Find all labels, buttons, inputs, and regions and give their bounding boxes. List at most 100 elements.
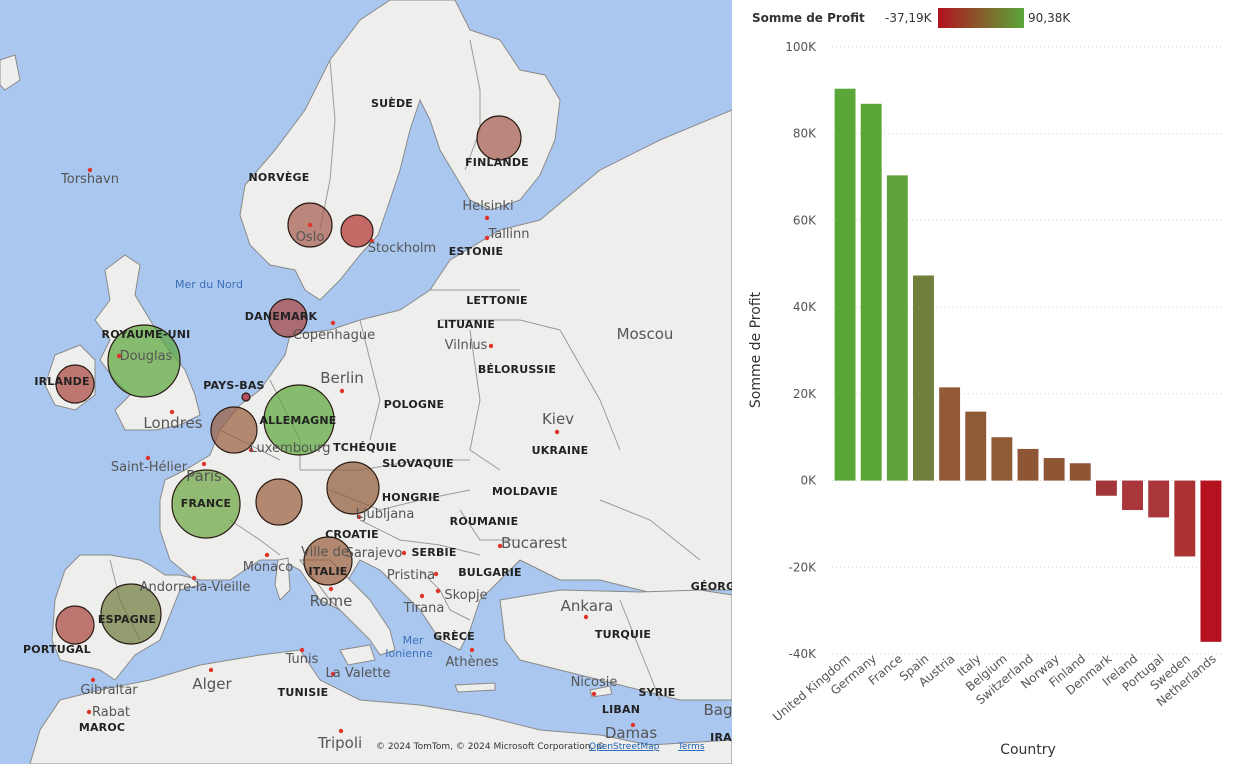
city-dot (338, 728, 344, 734)
city-label: Rabat (92, 705, 130, 720)
city-label: Douglas (120, 349, 173, 364)
city-label: Sarajevo (346, 546, 403, 561)
country-label: GRÈCE (433, 630, 475, 643)
bar-ireland[interactable] (1122, 480, 1143, 511)
bar-norway[interactable] (1043, 458, 1065, 481)
city-dot (330, 671, 336, 677)
country-label: ESTONIE (449, 245, 504, 258)
land-masses (0, 0, 732, 764)
country-label-layer: SUÈDE NORVÈGE FINLANDE ESTONIE LETTONIE LITUA… (23, 97, 732, 744)
country-label: UKRAINE (532, 444, 589, 457)
country-label: POLOGNE (384, 398, 445, 411)
country-label: TCHÉQUIE (333, 441, 397, 454)
city-label: Tirana (403, 601, 445, 616)
bubble-germany[interactable] (263, 384, 335, 456)
country-label: BÉLORUSSIE (478, 363, 556, 376)
city-dot (87, 167, 93, 173)
city-layer: Torshavn Helsinki Tallinn Oslo Stockholm Cope… (60, 167, 732, 752)
bubble-finland[interactable] (476, 115, 522, 161)
attribution: © 2024 TomTom, © 2024 Microsoft Corporat… (376, 742, 705, 752)
bubble-netherlands[interactable] (241, 392, 251, 402)
bar-belgium[interactable] (991, 437, 1013, 481)
country-label: ITALIE (308, 565, 347, 578)
bar-chart-visual[interactable]: Somme de Profit -37,19K 90,38K -40K -20K 0… (732, 0, 1238, 764)
y-axis-title: Somme de Profit (748, 291, 764, 408)
bubble-ireland[interactable] (55, 364, 95, 404)
bubble-switzerland[interactable] (255, 478, 303, 526)
country-label: SUÈDE (371, 97, 413, 110)
country-label: PAYS-BAS (203, 379, 264, 392)
city-label: Berlin (320, 369, 364, 387)
city-dot (435, 588, 441, 594)
city-dot (339, 388, 345, 394)
x-axis-ticks: United KingdomGermanyFranceSpainAustriaI… (770, 652, 1219, 725)
city-dot (201, 461, 207, 467)
city-label: Pristina (387, 568, 435, 583)
city-dot (484, 235, 490, 241)
bubble-austria[interactable] (326, 461, 380, 515)
city-label: Kiev (542, 410, 574, 428)
country-label: SYRIE (639, 686, 676, 699)
bubble-belgium[interactable] (210, 406, 258, 454)
terms-link[interactable]: Terms (677, 742, 705, 752)
country-label: HONGRIE (382, 491, 440, 504)
country-label: LIBAN (602, 703, 640, 716)
country-label: GÉORG (691, 580, 732, 593)
country-label: ALLEMAGNE (259, 414, 336, 427)
city-label: Alger (192, 675, 232, 693)
city-dot (328, 586, 334, 592)
bar-sweden[interactable] (1174, 480, 1196, 557)
city-dot (583, 614, 589, 620)
city-dot (488, 343, 494, 349)
bubble-denmark[interactable] (268, 298, 308, 338)
city-label: Tripoli (317, 734, 362, 752)
bar-chart-canvas: Somme de Profit -37,19K 90,38K -40K -20K 0… (748, 8, 1224, 758)
bar-austria[interactable] (939, 387, 961, 481)
city-label: Skopje (444, 588, 487, 603)
y-tick-label: 80K (793, 127, 817, 141)
bar-netherlands[interactable] (1200, 480, 1222, 642)
city-dot (264, 552, 270, 558)
bubble-italy[interactable] (303, 536, 353, 586)
city-dot (591, 691, 597, 697)
bar-france[interactable] (886, 175, 908, 481)
map-visual[interactable]: Torshavn Helsinki Tallinn Oslo Stockholm Cope… (0, 0, 732, 764)
country-label: DANEMARK (245, 310, 318, 323)
city-label: Oslo (296, 230, 325, 245)
bar-spain[interactable] (913, 275, 934, 481)
city-label: Ljubljana (356, 507, 415, 522)
bars (834, 88, 1222, 642)
bar-switzerland[interactable] (1017, 448, 1039, 481)
country-label: CROATIE (325, 528, 379, 541)
sea-label: Mer (403, 634, 424, 647)
city-dot (419, 593, 425, 599)
bubble-france[interactable] (171, 469, 241, 539)
bar-denmark[interactable] (1095, 480, 1117, 496)
city-dot (169, 409, 175, 415)
bubble-layer (55, 115, 522, 645)
attribution-osm-link[interactable]: OpenStreetMap (589, 742, 660, 752)
attribution-text: © 2024 TomTom, © 2024 Microsoft Corporat… (376, 742, 605, 752)
color-legend: Somme de Profit -37,19K 90,38K (752, 8, 1071, 28)
sea-label: Mer du Nord (175, 278, 243, 291)
bubble-united-kingdom[interactable] (107, 324, 181, 398)
country-label: SLOVAQUIE (382, 457, 454, 470)
city-label: Bag (703, 701, 732, 719)
bar-united-kingdom[interactable] (834, 88, 856, 481)
legend-title: Somme de Profit (752, 11, 865, 25)
city-label: Ankara (561, 597, 614, 615)
bar-italy[interactable] (965, 411, 987, 481)
bubble-spain[interactable] (100, 583, 162, 645)
bubble-sweden[interactable] (340, 214, 374, 248)
bar-germany[interactable] (860, 103, 882, 481)
country-label: MAROC (79, 721, 125, 734)
city-dot (469, 647, 475, 653)
bubble-portugal[interactable] (55, 605, 95, 645)
city-dot (369, 238, 375, 244)
bar-finland[interactable] (1069, 463, 1091, 481)
country-label: LETTONIE (466, 294, 528, 307)
bar-portugal[interactable] (1148, 480, 1170, 518)
city-dot (330, 320, 336, 326)
y-tick-label: -40K (789, 647, 818, 661)
